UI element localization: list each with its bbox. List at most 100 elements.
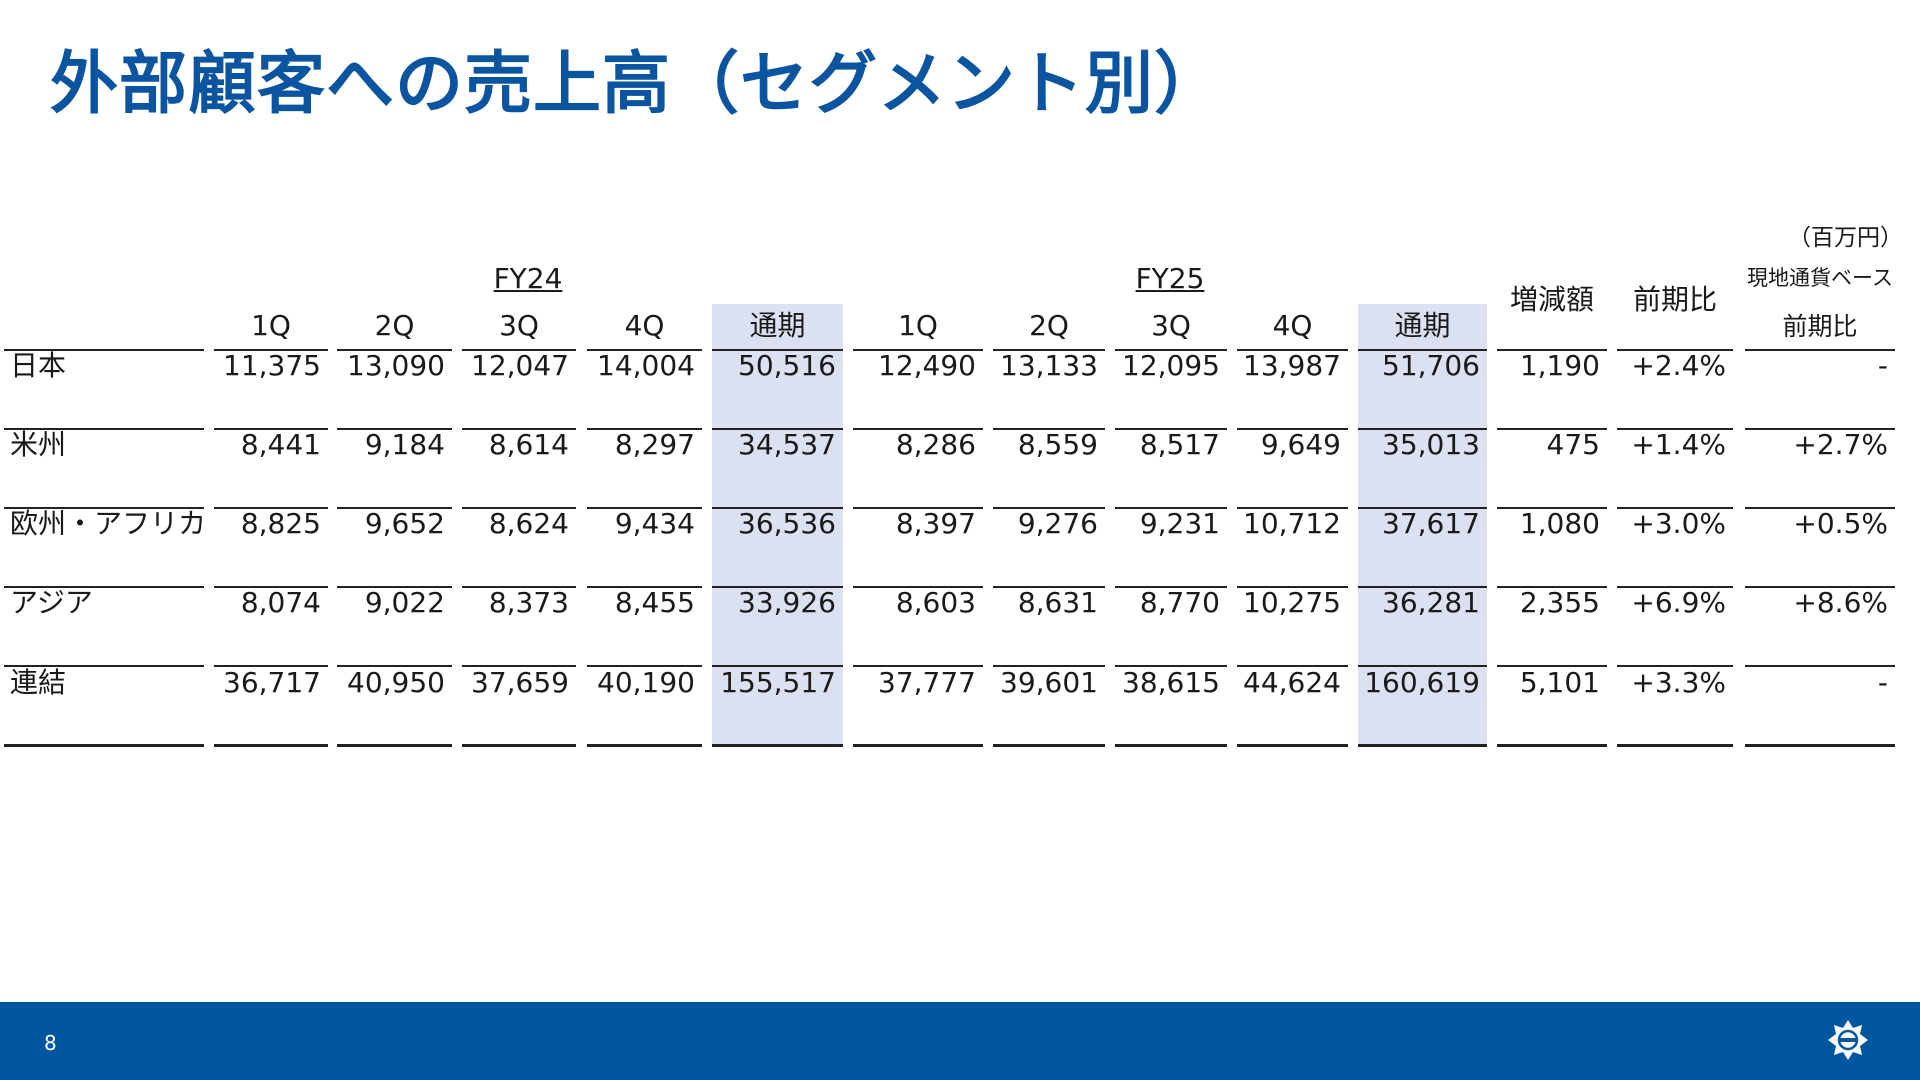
- table-cell: 5,101: [1519, 666, 1600, 699]
- row-divider: [1115, 665, 1227, 667]
- row-divider: [1497, 507, 1607, 509]
- unit-label: （百万円）: [1788, 225, 1903, 251]
- table-cell: 37,659: [471, 666, 569, 699]
- row-divider: [1237, 586, 1348, 588]
- row-divider: [712, 586, 843, 588]
- column-header-annual: 通期: [1394, 309, 1451, 342]
- table-cell: 39,601: [1000, 666, 1098, 699]
- row-divider: [587, 507, 702, 509]
- row-divider: [1115, 428, 1227, 430]
- segment-label: アジア: [10, 586, 93, 619]
- row-divider: [993, 507, 1105, 509]
- row-divider: [1617, 349, 1733, 351]
- table-cell: 40,190: [597, 666, 695, 699]
- segment-label: 日本: [10, 349, 67, 382]
- row-divider: [712, 744, 843, 747]
- table-cell: 8,559: [1017, 428, 1098, 461]
- footer-bar: 8: [0, 1002, 1920, 1080]
- column-header-q3: 3Q: [1151, 309, 1191, 342]
- table-cell: 8,614: [488, 428, 569, 461]
- fy25-label: FY25: [1135, 262, 1205, 295]
- table-cell: 13,090: [347, 349, 445, 382]
- row-divider: [1115, 507, 1227, 509]
- row-divider: [712, 665, 843, 667]
- row-divider: [1497, 428, 1607, 430]
- table-cell: 34,537: [738, 428, 836, 461]
- row-divider: [4, 586, 204, 588]
- row-divider: [1497, 586, 1607, 588]
- segment-label: 連結: [10, 666, 67, 699]
- row-divider: [993, 586, 1105, 588]
- row-divider: [993, 349, 1105, 351]
- table-cell: 36,717: [223, 666, 321, 699]
- table-cell: 10,275: [1243, 586, 1341, 619]
- table-cell: 12,095: [1122, 349, 1220, 382]
- table-cell: 9,276: [1017, 507, 1098, 540]
- row-divider: [1358, 586, 1487, 588]
- table-cell: 12,490: [878, 349, 976, 382]
- table-cell: 8,631: [1017, 586, 1098, 619]
- table-cell: 36,536: [738, 507, 836, 540]
- row-divider: [337, 428, 452, 430]
- row-divider: [587, 349, 702, 351]
- table-cell: 9,434: [614, 507, 695, 540]
- row-divider: [1617, 507, 1733, 509]
- row-divider: [462, 665, 576, 667]
- fy24-label: FY24: [493, 262, 563, 295]
- table-cell: 8,603: [895, 586, 976, 619]
- row-divider: [214, 507, 328, 509]
- row-divider: [462, 349, 576, 351]
- row-divider: [993, 744, 1105, 747]
- column-header-annual: 通期: [749, 309, 806, 342]
- table-cell: +3.0%: [1631, 507, 1726, 540]
- row-divider: [1237, 507, 1348, 509]
- table-cell: 8,441: [240, 428, 321, 461]
- table-cell: 44,624: [1243, 666, 1341, 699]
- table-cell: 35,013: [1382, 428, 1480, 461]
- row-divider: [4, 428, 204, 430]
- row-divider: [1497, 349, 1607, 351]
- table-cell: +0.5%: [1793, 507, 1888, 540]
- column-header-local-line2: 前期比: [1782, 312, 1858, 341]
- table-cell: 8,624: [488, 507, 569, 540]
- table-cell: 51,706: [1382, 349, 1480, 382]
- table-cell: 11,375: [223, 349, 321, 382]
- column-header-q3: 3Q: [499, 309, 539, 342]
- column-header-q2: 2Q: [1029, 309, 1069, 342]
- row-divider: [214, 665, 328, 667]
- page-title: 外部顧客への売上高（セグメント別）: [50, 45, 1224, 124]
- row-divider: [462, 744, 576, 747]
- row-divider: [1745, 744, 1895, 747]
- table-cell: 8,397: [895, 507, 976, 540]
- table-cell: 33,926: [738, 586, 836, 619]
- row-divider: [993, 428, 1105, 430]
- row-divider: [1115, 349, 1227, 351]
- table-cell: 9,022: [364, 586, 445, 619]
- row-divider: [214, 586, 328, 588]
- table-cell: 12,047: [471, 349, 569, 382]
- table-cell: 8,770: [1139, 586, 1220, 619]
- row-divider: [712, 507, 843, 509]
- row-divider: [1745, 665, 1895, 667]
- table-cell: 13,133: [1000, 349, 1098, 382]
- table-cell: 40,950: [347, 666, 445, 699]
- column-header-q2: 2Q: [374, 309, 415, 342]
- table-cell: 8,373: [488, 586, 569, 619]
- row-divider: [993, 665, 1105, 667]
- row-divider: [4, 744, 204, 747]
- company-logo-icon: [1828, 1020, 1868, 1060]
- annual-highlight: [712, 304, 843, 744]
- row-divider: [1358, 744, 1487, 747]
- table-cell: 8,517: [1139, 428, 1220, 461]
- table-cell: 37,777: [878, 666, 976, 699]
- row-divider: [1745, 428, 1895, 430]
- row-divider: [1358, 507, 1487, 509]
- row-divider: [337, 586, 452, 588]
- table-cell: 160,619: [1364, 666, 1480, 699]
- row-divider: [4, 507, 204, 509]
- table-cell: 9,652: [364, 507, 445, 540]
- row-divider: [1497, 744, 1607, 747]
- row-divider: [214, 349, 328, 351]
- row-divider: [462, 586, 576, 588]
- table-cell: 1,190: [1519, 349, 1600, 382]
